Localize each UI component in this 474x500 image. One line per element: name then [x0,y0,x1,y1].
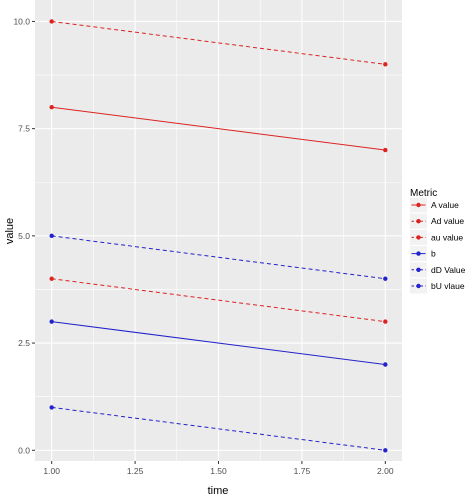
x-tick-label: 2.00 [377,466,394,476]
legend-items: A value Ad value au value b dD Value bU vlaue [410,197,466,294]
legend-key-point [416,219,421,224]
legend-label: bU vlaue [431,281,465,291]
legend-label: A value [431,200,459,210]
legend-title: Metric [410,188,437,199]
legend-item: b [410,246,436,262]
series-line [51,321,386,366]
data-point [383,319,388,324]
legend-item: au value [410,229,463,245]
data-point [383,362,388,367]
y-tick-label: 5.0 [18,231,30,241]
legend-key-point [416,283,421,289]
legend-item: A value [410,197,459,213]
series-3 [49,319,388,367]
legend-item: Ad value [410,213,464,229]
legend-label: Ad value [431,216,464,226]
series-line [51,20,386,65]
legend: Metric A value Ad value au value b dD Value b… [410,188,466,294]
x-axis: 1.00 1.25 1.50 1.75 2.00 [43,461,394,476]
data-point [49,19,54,24]
data-point [383,448,388,453]
y-tick-label: 0.0 [18,445,30,455]
legend-item: dD Value [410,262,466,278]
legend-item: bU vlaue [410,278,465,294]
series-line [51,278,386,323]
y-tick-label: 7.5 [18,124,30,134]
data-point [49,276,54,281]
series-line [51,406,386,451]
x-tick-label: 1.50 [210,466,227,476]
series-2 [49,276,388,324]
legend-key-point [416,202,421,208]
y-axis-title: value [4,218,16,244]
legend-label: au value [431,232,463,242]
x-tick-label: 1.75 [294,466,311,476]
series-line [51,235,386,280]
data-point [383,62,388,67]
series-layer [49,19,388,453]
series-5 [49,405,388,453]
legend-label: b [431,249,436,259]
y-tick-label: 2.5 [18,338,30,348]
data-point [383,276,388,281]
series-4 [49,233,388,281]
data-point [49,233,54,239]
series-1 [49,19,388,67]
x-tick-label: 1.00 [43,466,60,476]
x-tick-label: 1.25 [127,466,144,476]
data-point [383,147,388,153]
series-0 [49,105,388,153]
legend-key-point [416,235,421,240]
series-line [51,106,386,151]
legend-label: dD Value [431,265,466,275]
y-axis: 0.0 2.5 5.0 7.5 10.0 [13,16,35,455]
legend-key-point [416,251,421,256]
legend-key-point [416,267,421,272]
data-point [49,319,54,324]
x-axis-title: time [208,485,229,497]
data-point [49,405,54,410]
y-tick-label: 10.0 [13,16,30,26]
data-point [49,105,54,110]
